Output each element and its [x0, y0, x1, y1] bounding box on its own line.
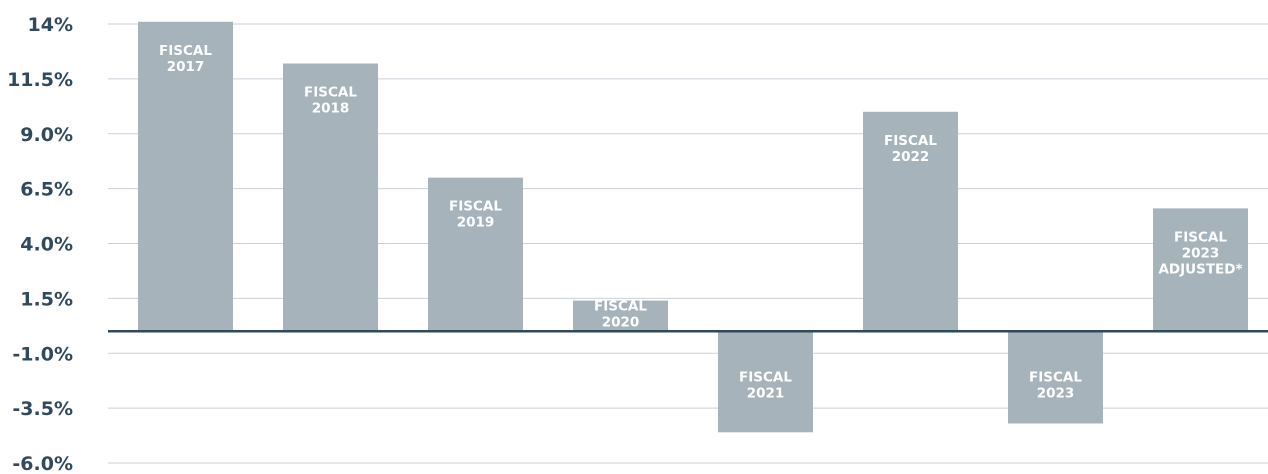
bar-label-line: 2022: [892, 149, 930, 165]
bar-label: FISCAL 2019: [449, 199, 502, 231]
bar-label-line: 2021: [747, 385, 785, 401]
bar-label: FISCAL 2017: [159, 43, 212, 75]
y-tick-label: 4.0%: [20, 234, 73, 256]
bar-label-line: FISCAL: [304, 85, 357, 101]
y-axis-tick-labels: 14% 11.5% 9.0% 6.5% 4.0% 1.5% -1.0% -3.5% -6.0%: [7, 14, 73, 474]
bar-label: FISCAL 2023: [1029, 369, 1082, 401]
bar-label-line: FISCAL: [884, 133, 937, 149]
bar-label-line: FISCAL: [449, 199, 502, 215]
bar-label-line: FISCAL: [739, 369, 792, 385]
bar-label-line: 2017: [167, 59, 205, 75]
bars: [138, 21, 1248, 433]
bar-label-line: FISCAL: [159, 43, 212, 59]
bar: [428, 177, 523, 332]
y-tick-label: 1.5%: [20, 288, 73, 310]
bar-label-line: FISCAL: [1174, 229, 1227, 245]
y-tick-label: -3.5%: [12, 398, 73, 420]
bar: [718, 331, 813, 433]
y-tick-label: -6.0%: [12, 453, 73, 474]
bar-label-line: FISCAL: [594, 299, 647, 315]
bar: [138, 21, 233, 332]
bar-label: FISCAL 2022: [884, 133, 937, 165]
bar: [573, 300, 668, 332]
bar-label-line: ADJUSTED*: [1158, 261, 1242, 277]
y-tick-label: -1.0%: [12, 343, 73, 365]
bar-label: FISCAL 2021: [739, 369, 792, 401]
bar-label-line: 2023: [1037, 385, 1075, 401]
bar-label: FISCAL 2023 ADJUSTED*: [1158, 229, 1242, 277]
bar: [863, 111, 958, 332]
bar: [1008, 331, 1103, 424]
y-tick-label: 9.0%: [20, 124, 73, 146]
bar-label-line: 2018: [312, 101, 350, 117]
bar: [1153, 208, 1248, 332]
bar: [283, 63, 378, 332]
y-tick-label: 6.5%: [20, 179, 73, 201]
bar-label-line: FISCAL: [1029, 369, 1082, 385]
bar-label-line: 2020: [602, 315, 640, 331]
bar-label: FISCAL 2018: [304, 85, 357, 117]
y-tick-label: 14%: [28, 14, 73, 36]
bar-label: FISCAL 2020: [594, 299, 647, 331]
bar-label-line: 2019: [457, 215, 495, 231]
y-tick-label: 11.5%: [7, 69, 73, 91]
bar-label-line: 2023: [1182, 245, 1220, 261]
